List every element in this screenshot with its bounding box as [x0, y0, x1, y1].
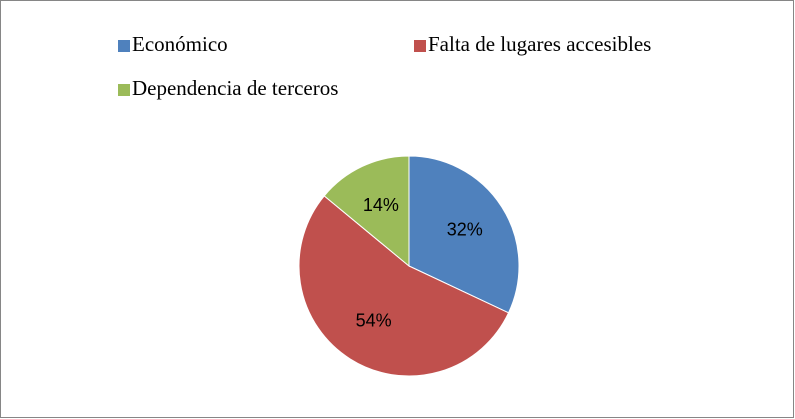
legend-label: Dependencia de terceros	[132, 76, 338, 100]
pie-slice	[323, 155, 410, 268]
legend-swatch	[414, 40, 426, 52]
legend-label: Falta de lugares accesibles	[428, 32, 651, 56]
data-label: 54%	[356, 310, 392, 330]
data-label: 14%	[363, 195, 399, 215]
pie-slice	[298, 195, 510, 377]
pie-slice	[408, 155, 520, 314]
legend-label: Económico	[132, 32, 228, 56]
data-label: 32%	[447, 219, 483, 239]
legend-swatch	[118, 40, 130, 52]
legend-swatch	[118, 84, 130, 96]
